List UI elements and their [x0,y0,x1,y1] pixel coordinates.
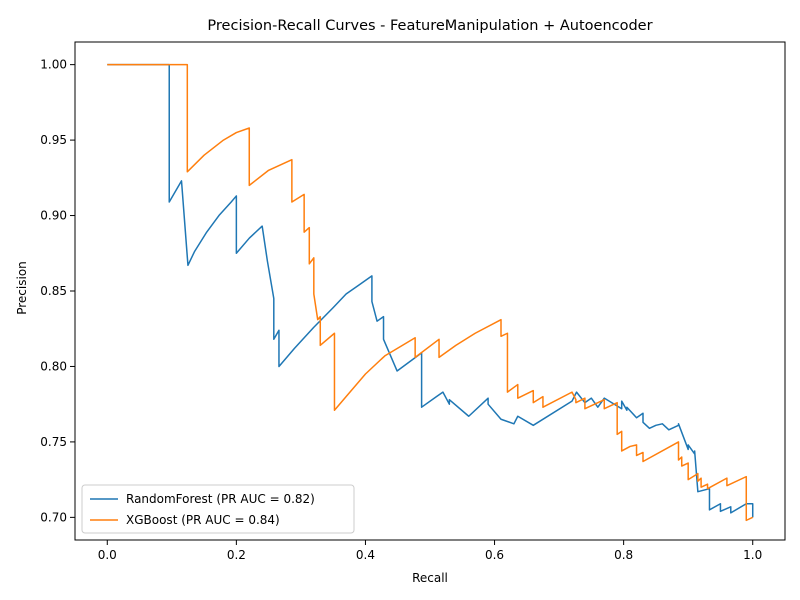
y-axis-label: Precision [15,261,29,315]
x-tick-label: 0.2 [227,548,246,562]
x-axis-label: Recall [412,571,448,585]
chart-title: Precision-Recall Curves - FeatureManipul… [207,18,652,34]
y-tick-label: 1.00 [40,58,67,72]
legend-label: XGBoost (PR AUC = 0.84) [126,513,280,527]
x-tick-label: 0.4 [356,548,375,562]
y-tick-label: 0.75 [40,435,67,449]
x-tick-label: 0.0 [98,548,117,562]
legend: RandomForest (PR AUC = 0.82) XGBoost (PR … [81,484,355,534]
y-axis: 0.70 0.75 0.80 0.85 0.90 0.95 1.00 [40,58,75,524]
series-line-randomforest [107,63,754,518]
x-tick-label: 0.8 [614,548,633,562]
x-axis: 0.0 0.2 0.4 0.6 0.8 1.0 [98,540,762,562]
y-tick-label: 0.70 [40,510,67,524]
x-tick-label: 0.6 [485,548,504,562]
plot-area [107,63,754,522]
legend-label: RandomForest (PR AUC = 0.82) [126,492,315,506]
series-line-xgboost [107,63,754,522]
legend-box [81,484,355,534]
y-tick-label: 0.90 [40,209,67,223]
y-tick-label: 0.85 [40,284,67,298]
y-tick-label: 0.95 [40,133,67,147]
y-tick-label: 0.80 [40,359,67,373]
x-tick-label: 1.0 [743,548,762,562]
